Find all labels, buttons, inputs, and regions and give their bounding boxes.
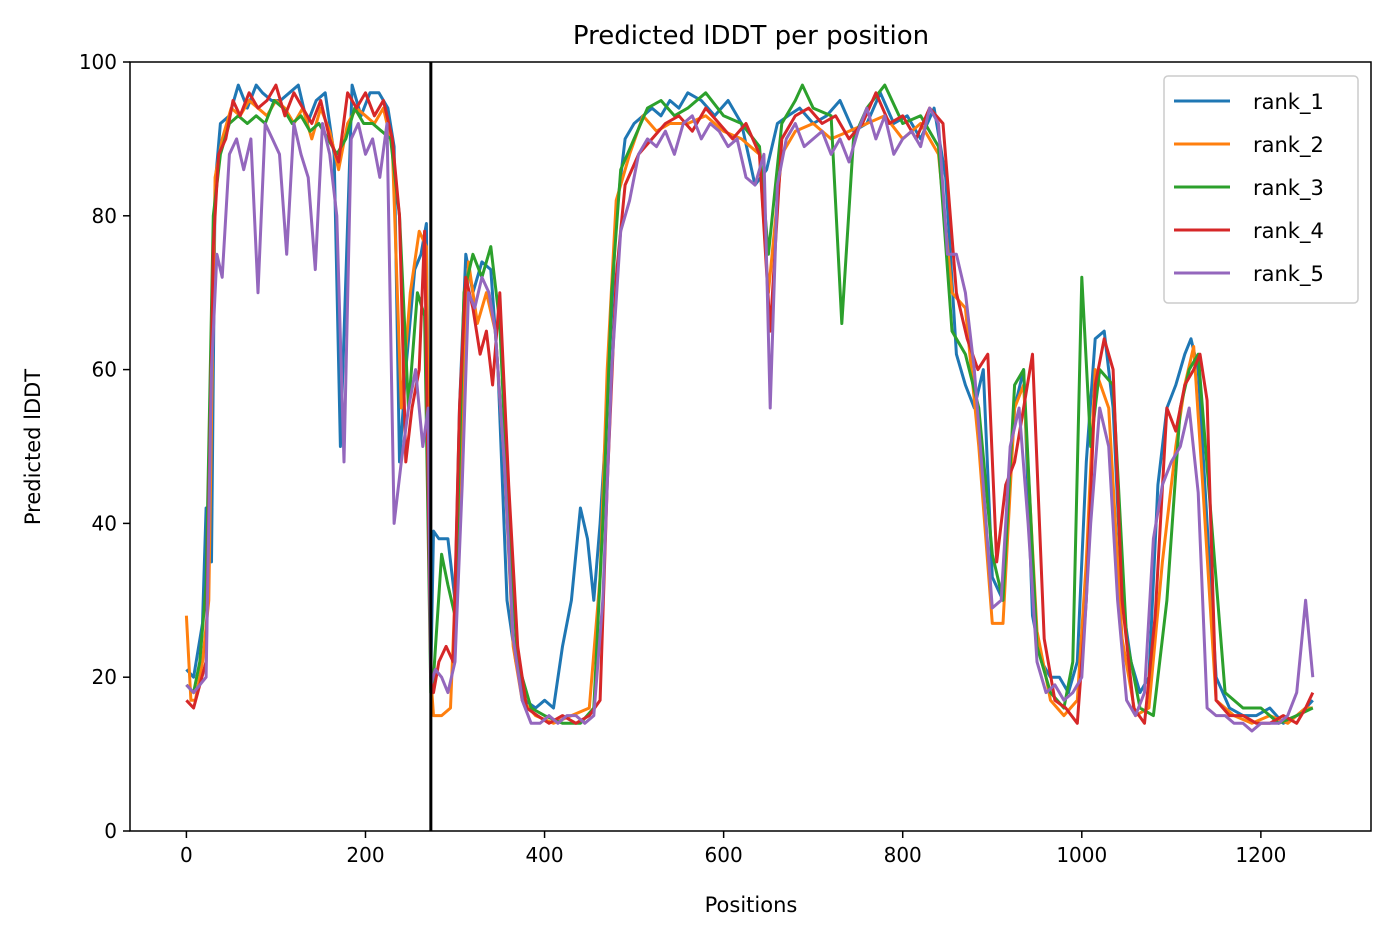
- legend-label-rank-5: rank_5: [1253, 262, 1324, 287]
- series-line-rank-4: [185, 83, 1315, 725]
- x-tick-label: 600: [705, 843, 743, 867]
- x-tick-label: 1200: [1235, 843, 1286, 867]
- legend-label-rank-3: rank_3: [1253, 176, 1324, 201]
- series-line-rank-5: [185, 106, 1315, 733]
- x-tick-label: 1000: [1056, 843, 1107, 867]
- y-tick-label: 0: [104, 819, 117, 843]
- y-tick-label: 40: [92, 511, 117, 535]
- legend: rank_1 rank_2 rank_3 rank_4 rank_5: [1163, 75, 1359, 304]
- y-tick-label: 20: [92, 665, 117, 689]
- plot-area-frame: [129, 61, 1372, 832]
- y-tick-label: 80: [92, 204, 117, 228]
- y-tick-label: 100: [79, 50, 117, 74]
- x-tick-label: 0: [180, 843, 193, 867]
- x-tick-label: 800: [884, 843, 922, 867]
- x-tick-label: 400: [525, 843, 563, 867]
- legend-label-rank-2: rank_2: [1253, 133, 1324, 158]
- legend-label-rank-1: rank_1: [1253, 90, 1324, 115]
- chart-title: Predicted lDDT per position: [573, 21, 929, 51]
- x-axis-ticks: 0 200 400 600 800 1000 1200: [180, 831, 1286, 867]
- x-axis-title: Positions: [705, 893, 798, 917]
- legend-label-rank-4: rank_4: [1253, 219, 1324, 244]
- y-tick-label: 60: [92, 358, 117, 382]
- y-axis-title: Predicted lDDT: [21, 369, 45, 525]
- series-layer: [184, 83, 1315, 733]
- y-axis-ticks: 0 20 40 60 80 100: [79, 50, 130, 843]
- x-tick-label: 200: [346, 843, 384, 867]
- legend-frame: [1163, 75, 1359, 304]
